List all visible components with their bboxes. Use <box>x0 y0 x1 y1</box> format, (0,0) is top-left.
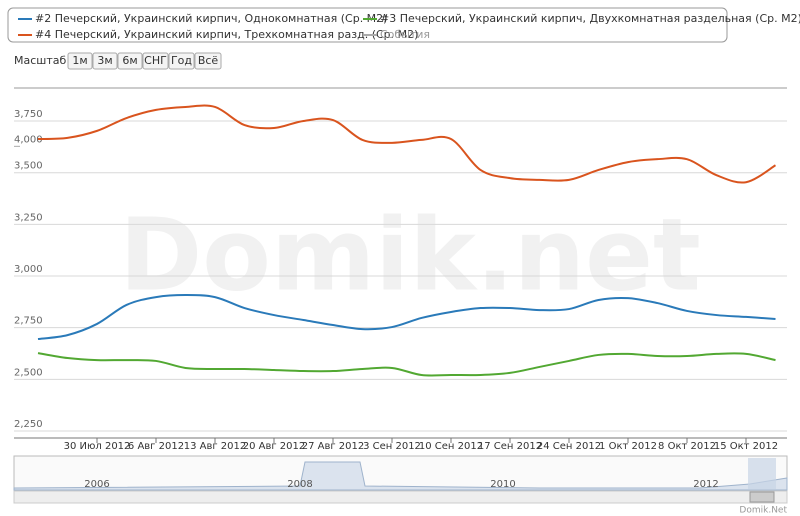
legend-label[interactable]: #3 Печерский, Украинский кирпич, Двухком… <box>380 12 800 25</box>
x-tick-label: 8 Окт 2012 <box>658 441 716 452</box>
x-tick-label: 30 Июл 2012 <box>64 441 131 452</box>
range-button[interactable] <box>142 52 169 70</box>
series-line <box>37 294 776 341</box>
legend-label[interactable]: #2 Печерский, Украинский кирпич, Одноком… <box>35 12 387 25</box>
legend-label[interactable]: События <box>380 28 430 41</box>
x-tick-label: 3 Сен 2012 <box>363 441 421 452</box>
range-button[interactable] <box>117 52 143 70</box>
x-tick-label: 24 Сен 2012 <box>537 441 601 452</box>
x-tick-label: 10 Сен 2012 <box>419 441 483 452</box>
legend-label[interactable]: #4 Печерский, Украинский кирпич, Трехком… <box>35 28 418 41</box>
range-button[interactable] <box>67 52 93 70</box>
x-tick-label: 1 Окт 2012 <box>599 441 657 452</box>
range-button-label[interactable]: 6м <box>122 54 137 67</box>
navigator-area <box>13 461 788 491</box>
series-line <box>37 352 776 377</box>
range-button[interactable] <box>168 52 195 70</box>
legend-box <box>7 7 728 43</box>
scrollbar-thumb[interactable] <box>749 491 775 503</box>
range-button-label[interactable]: 3м <box>97 54 112 67</box>
navigator-window[interactable] <box>748 458 776 489</box>
navigator-label: 2006 <box>84 479 109 490</box>
range-button-label[interactable]: Всё <box>198 54 219 67</box>
y-tick-label: 3,000 <box>14 264 43 275</box>
x-tick-label: 13 Авг 2012 <box>184 441 247 452</box>
x-tick-label: 27 Авг 2012 <box>302 441 365 452</box>
range-button-label[interactable]: Год <box>171 54 192 67</box>
y2-tick-label: 4,000 <box>14 134 43 145</box>
range-button[interactable] <box>194 52 222 70</box>
navigator-label: 2010 <box>490 479 515 490</box>
x-tick-label: 17 Сен 2012 <box>478 441 542 452</box>
y-tick-label: 2,250 <box>14 419 43 430</box>
range-button[interactable] <box>92 52 118 70</box>
y-tick-label: 2,750 <box>14 316 43 327</box>
navigator-label: 2008 <box>287 479 312 490</box>
range-button-label[interactable]: 1м <box>72 54 87 67</box>
scrollbar[interactable] <box>13 490 788 504</box>
y-tick-label: 3,500 <box>14 161 43 172</box>
y-tick-label: 2,500 <box>14 367 43 378</box>
navigator[interactable] <box>13 455 788 491</box>
range-label: Масштаб <box>14 54 66 67</box>
series-line <box>37 104 777 184</box>
x-tick-label: 20 Авг 2012 <box>243 441 306 452</box>
watermark: Domik.net <box>119 196 701 313</box>
y-tick-label: 3,750 <box>14 109 43 120</box>
x-tick-label: 6 Авг 2012 <box>128 441 184 452</box>
credit: Domik.Net <box>739 506 787 516</box>
y-tick-label: 3,250 <box>14 212 43 223</box>
navigator-label: 2012 <box>693 479 718 490</box>
x-tick-label: 15 Окт 2012 <box>714 441 778 452</box>
range-button-label[interactable]: СНГ <box>144 54 167 67</box>
